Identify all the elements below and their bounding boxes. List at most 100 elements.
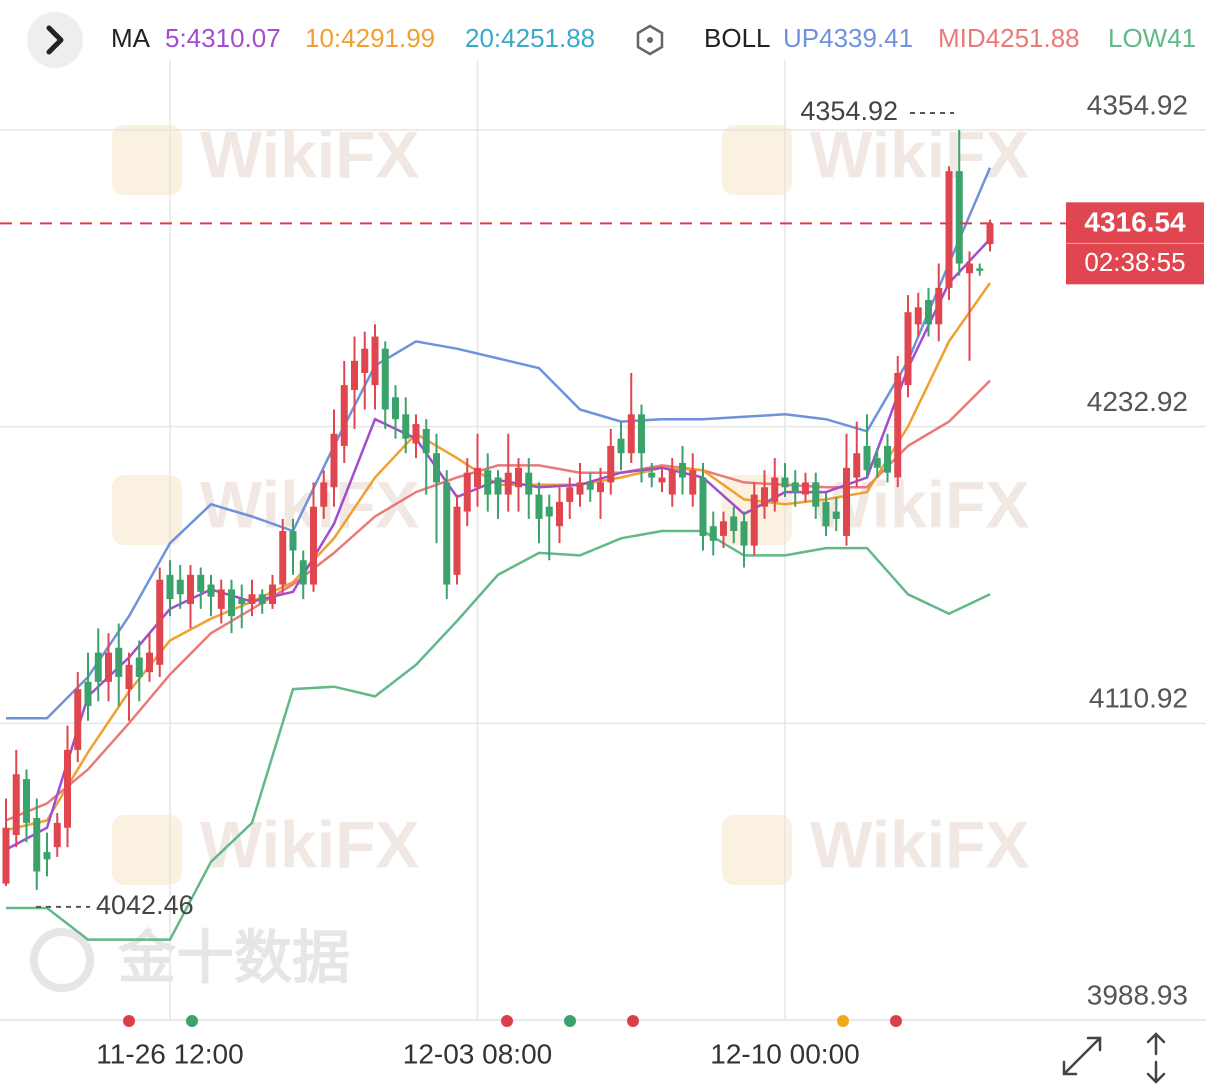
logo-icon: [30, 928, 94, 992]
candle-body: [679, 462, 686, 478]
candle-body: [740, 521, 748, 546]
candle-body: [433, 453, 440, 483]
boll-label: BOLL: [704, 23, 771, 53]
candle-body: [474, 467, 481, 488]
candle-body: [730, 516, 738, 532]
candle-body: [166, 574, 174, 600]
candle-body: [904, 312, 912, 386]
watermark: WikiFX: [200, 117, 419, 191]
x-tick-label: 12-10 00:00: [710, 1038, 859, 1069]
ma-legend: 10:4291.99: [305, 23, 435, 53]
candle-body: [853, 453, 861, 478]
candle-body: [392, 397, 399, 420]
candle-body: [443, 482, 451, 585]
candle-body: [966, 263, 973, 274]
scale-icon[interactable]: [1146, 1032, 1166, 1084]
logo-text: 金十数据: [118, 925, 350, 990]
candle-body: [2, 827, 10, 884]
candle-body: [33, 817, 41, 872]
settings-icon[interactable]: [636, 24, 664, 56]
x-tick-label: 11-26 12:00: [96, 1038, 243, 1069]
candle-body: [494, 477, 502, 495]
watermark-logo: [112, 475, 182, 545]
candle-body: [105, 652, 112, 682]
candle-body: [607, 445, 615, 483]
ma-legend: 20:4251.88: [465, 23, 595, 53]
indicator-line: [6, 529, 991, 941]
candle-body: [504, 472, 512, 495]
candle-body: [863, 445, 871, 471]
candle-body: [187, 574, 194, 604]
y-tick-label: 4354.92: [1087, 89, 1188, 120]
expand-button[interactable]: [27, 12, 83, 68]
watermark: WikiFX: [200, 807, 419, 881]
event-markers: [123, 1015, 902, 1027]
candle-body: [64, 749, 71, 828]
watermark-logo: [722, 125, 792, 195]
candle-body: [761, 487, 768, 507]
event-dot[interactable]: [627, 1015, 639, 1027]
candle-body: [146, 652, 153, 673]
candle-body: [197, 574, 205, 592]
candle-body: [269, 584, 276, 604]
candle-body: [935, 287, 943, 325]
last-price: 4316.54: [1084, 207, 1186, 238]
candle-body: [238, 599, 246, 604]
candle-body: [894, 372, 902, 478]
candle-body: [771, 477, 779, 502]
candle-body: [955, 171, 963, 264]
candle-body: [812, 482, 820, 507]
candle-body: [156, 579, 164, 665]
candle-body: [371, 336, 379, 386]
event-dot[interactable]: [890, 1015, 902, 1027]
x-tick-label: 12-03 08:00: [403, 1038, 552, 1069]
ma-label: MA: [111, 23, 151, 53]
event-dot[interactable]: [186, 1015, 198, 1027]
candle-body: [822, 501, 830, 527]
candle-body: [381, 348, 389, 410]
candle-body: [74, 689, 82, 750]
candle-body: [330, 433, 338, 488]
candle-body: [720, 521, 727, 536]
candle-body: [627, 414, 635, 454]
candle-body: [84, 681, 92, 707]
candle-body: [832, 511, 840, 519]
watermark: WikiFX: [810, 117, 1029, 191]
candle-body: [402, 414, 410, 439]
event-dot[interactable]: [837, 1015, 849, 1027]
candle-body: [791, 482, 799, 493]
candle-body: [23, 779, 30, 823]
candle-body: [750, 494, 758, 546]
plot: [2, 130, 994, 941]
candle-body: [412, 424, 420, 444]
candle-body: [781, 477, 789, 488]
candle-body: [976, 268, 984, 271]
candle-body: [925, 300, 932, 325]
boll-legend: MID4251.88: [938, 23, 1080, 53]
candle-body: [258, 594, 266, 604]
event-dot[interactable]: [501, 1015, 513, 1027]
watermark: WikiFX: [810, 807, 1029, 881]
candle-body: [453, 506, 461, 575]
event-dot[interactable]: [123, 1015, 135, 1027]
watermark-logo: [112, 125, 182, 195]
candle-body: [843, 467, 850, 536]
watermarks: WikiFX WikiFX WikiFX WikiFX WikiFX WikiFX 金十数据: [30, 117, 1029, 992]
overlay: 4354.92 4042.46 4316.54 02:38:55: [0, 96, 1206, 1021]
indicator-line: [5, 379, 991, 822]
candle-body: [566, 487, 574, 502]
watermark-logo: [112, 815, 182, 885]
candle-body: [115, 647, 123, 677]
candle-body: [299, 560, 307, 585]
fullscreen-icon[interactable]: [1062, 1036, 1102, 1076]
candle-body: [217, 589, 225, 609]
boll-legend: LOW41: [1108, 23, 1196, 53]
candle-body: [709, 526, 717, 541]
watermark: WikiFX: [810, 467, 1029, 541]
countdown: 02:38:55: [1084, 247, 1185, 277]
candle-body: [340, 385, 348, 446]
event-dot[interactable]: [564, 1015, 576, 1027]
candle-body: [884, 445, 891, 473]
